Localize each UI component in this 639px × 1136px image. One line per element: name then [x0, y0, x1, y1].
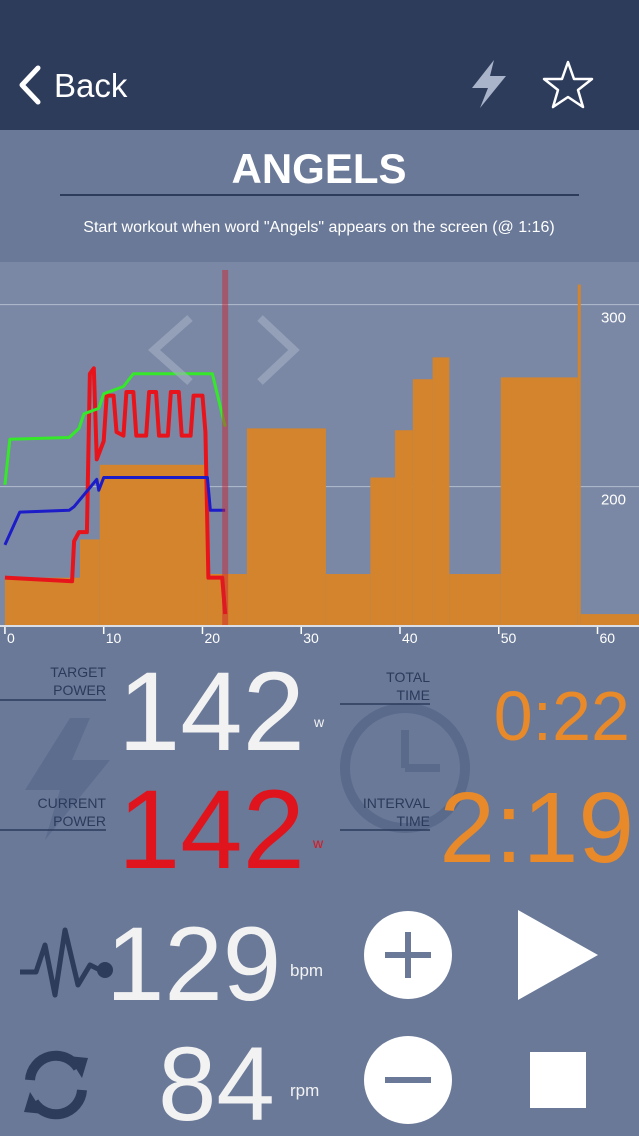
- total-time-value: 0:22: [494, 677, 630, 755]
- target-power-value: 142: [118, 649, 305, 774]
- metric-label: CURRENT: [38, 795, 107, 811]
- profile-bar: [500, 377, 578, 625]
- x-tick-label: 20: [204, 630, 220, 646]
- metric-label: TARGET: [50, 664, 106, 680]
- heart-rate-icon: [20, 927, 106, 998]
- current-power-value: 142: [118, 767, 305, 892]
- interval-time-value: 2:19: [439, 772, 634, 884]
- workout-title: ANGELS: [231, 145, 406, 192]
- back-chevron: [19, 65, 41, 105]
- metric-label: POWER: [53, 813, 106, 829]
- chart: 200 300: [0, 262, 639, 625]
- data-line: [3, 372, 227, 485]
- profile-bar: [246, 428, 326, 625]
- unit: w: [312, 835, 324, 851]
- x-tick-label: 30: [303, 630, 319, 646]
- data-line: [3, 476, 226, 546]
- workout-subtitle: Start workout when word "Angels" appears…: [83, 219, 554, 236]
- metric-label: TIME: [397, 687, 430, 703]
- profile-bar: [580, 614, 639, 625]
- stop-button[interactable]: [530, 1052, 586, 1108]
- decrease-button[interactable]: [364, 1036, 452, 1124]
- profile-bar: [207, 574, 247, 625]
- refresh-icon: [24, 1050, 88, 1120]
- profile-bar: [4, 577, 80, 625]
- profile-bar: [412, 379, 433, 625]
- heart-rate-value: 129: [106, 906, 281, 1023]
- x-tick-label: 10: [106, 630, 122, 646]
- profile-bar: [395, 430, 413, 625]
- favorite-button[interactable]: [542, 60, 594, 109]
- heart-rate-dot: [97, 962, 113, 978]
- power-icon: [25, 718, 110, 840]
- play-button[interactable]: [518, 910, 598, 1000]
- cadence-value: 84: [158, 1026, 275, 1136]
- increase-button[interactable]: [364, 911, 452, 999]
- y-tick-label: 300: [601, 310, 626, 327]
- stopwatch-icon: [340, 703, 470, 833]
- next-chevron[interactable]: [257, 315, 300, 385]
- metric-label: INTERVAL: [363, 795, 430, 811]
- metrics: TARGET POWER 142 w TOTAL TIME 0:22 CURRE…: [0, 649, 634, 1136]
- x-tick-label: 60: [600, 630, 616, 646]
- profile-bar: [449, 574, 501, 625]
- metric-label: POWER: [53, 682, 106, 698]
- data-line: [4, 366, 228, 615]
- profile-bar: [577, 284, 581, 625]
- nav-bar: [0, 0, 639, 130]
- profile-bar: [79, 539, 100, 625]
- unit: rpm: [290, 1081, 319, 1100]
- x-axis-band: [0, 626, 639, 646]
- prev-chevron[interactable]: [147, 315, 193, 385]
- profile-bar: [325, 574, 371, 625]
- metric-label: TIME: [397, 813, 430, 829]
- lightning-button[interactable]: [472, 60, 506, 108]
- profile-bar: [99, 464, 208, 625]
- unit: bpm: [290, 961, 323, 980]
- x-tick-label: 0: [7, 630, 15, 646]
- unit: w: [313, 714, 325, 730]
- metric-label: TOTAL: [386, 669, 430, 685]
- back-label: Back: [54, 67, 128, 104]
- y-tick-label: 200: [601, 492, 626, 509]
- x-tick-label: 40: [402, 630, 418, 646]
- profile-bar: [432, 357, 450, 625]
- back-button[interactable]: Back: [19, 65, 128, 105]
- profile-bar: [370, 477, 396, 625]
- x-tick-label: 50: [501, 630, 517, 646]
